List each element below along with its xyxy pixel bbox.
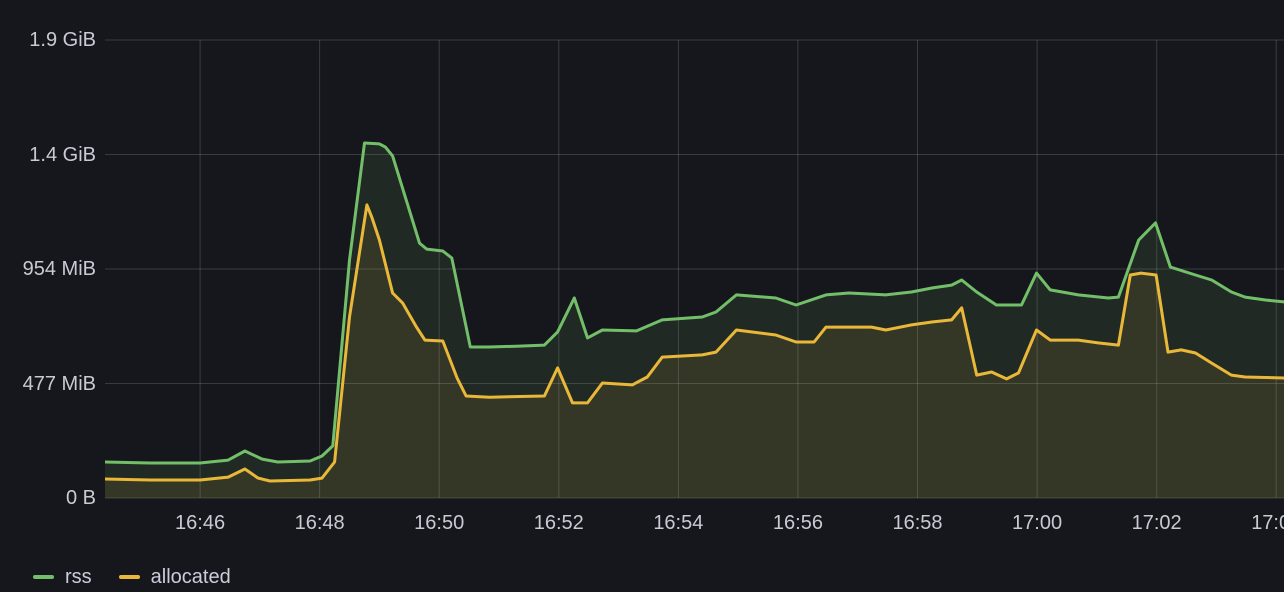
- series-fill-rss: [105, 143, 1284, 498]
- x-axis-tick-label: 16:54: [653, 512, 704, 534]
- y-axis-tick-label: 1.4 GiB: [29, 143, 96, 166]
- legend-label-rss: rss: [65, 566, 92, 588]
- series-fill-allocated: [105, 204, 1284, 498]
- x-axis-tick-label: 16:48: [294, 512, 345, 534]
- y-axis-tick-label: 477 MiB: [22, 372, 96, 395]
- x-axis-tick-label: 16:46: [175, 512, 226, 534]
- y-axis-tick-label: 1.9 GiB: [29, 29, 96, 51]
- legend-series-line-icon: [118, 575, 140, 579]
- x-axis-tick-label: 16:56: [772, 512, 823, 534]
- legend-item-allocated[interactable]: allocated: [118, 564, 231, 590]
- legend: rss allocated: [33, 562, 258, 592]
- grid-lines: [105, 39, 1284, 499]
- x-axis-tick-label: 17:02: [1131, 512, 1182, 534]
- x-axis-tick-label: 17:04: [1251, 512, 1284, 534]
- legend-series-line-icon: [33, 575, 54, 579]
- x-axis-tick-label: 16:52: [533, 512, 584, 534]
- y-axis-tick-label: 0 B: [65, 487, 96, 509]
- series-areas: [105, 141, 1284, 498]
- series-line-rss: [105, 141, 1284, 465]
- x-axis-tick-label: 16:58: [892, 512, 943, 534]
- series-line-allocated: [105, 203, 1284, 483]
- x-axis-tick-label: 16:50: [414, 512, 465, 534]
- legend-label-allocated: allocated: [150, 566, 231, 588]
- y-axis-tick-label: 954 MiB: [22, 258, 96, 280]
- x-axis-tick-label: 17:00: [1012, 512, 1063, 534]
- legend-item-rss[interactable]: rss: [33, 564, 92, 590]
